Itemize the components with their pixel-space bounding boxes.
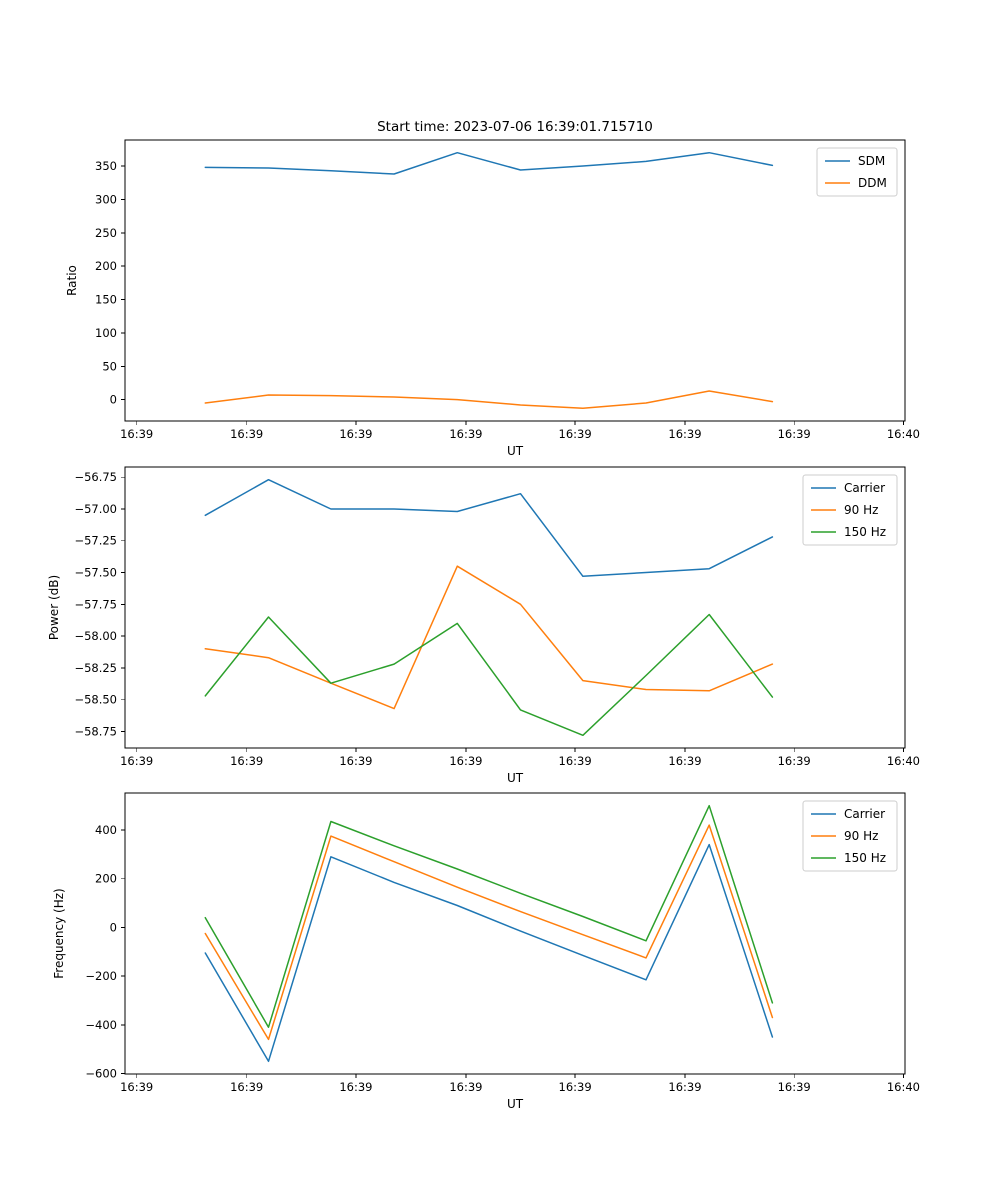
- line-90-hz: [204, 565, 774, 710]
- line-carrier: [204, 478, 774, 578]
- legend-frame: [802, 474, 898, 546]
- x-tick-label: 16:39: [120, 427, 153, 441]
- x-tick-label: 16:39: [668, 427, 701, 441]
- x-axis-label: UT: [507, 1097, 524, 1111]
- subplot-frequency-hz: −600 −400 −200 0 200 400 16:39 16:39 16:39 16:39 1…: [52, 792, 920, 1111]
- y-tick-label: 350: [95, 159, 117, 173]
- y-tick-label: 300: [95, 192, 117, 206]
- y-tick-label: 50: [102, 359, 117, 373]
- legend-label: 90 Hz: [844, 503, 878, 517]
- legend-label: Carrier: [844, 481, 885, 495]
- figure-title: Start time: 2023-07-06 16:39:01.715710: [377, 119, 653, 135]
- y-tick-label: −57.00: [74, 502, 117, 516]
- y-tick-label: −58.50: [74, 693, 117, 707]
- x-axis-label: UT: [507, 444, 524, 458]
- x-tick-label: 16:40: [887, 1080, 920, 1094]
- y-tick-label: −57.50: [74, 566, 117, 580]
- x-tick-label: 16:39: [668, 754, 701, 768]
- x-tick-label: 16:39: [120, 754, 153, 768]
- subplot-ratio: 0 50 100 150 200 250 300 350 16:39 16:39 16:39 16:3…: [65, 139, 920, 458]
- y-tick-label: 0: [110, 920, 117, 934]
- x-tick-label: 16:39: [778, 1080, 811, 1094]
- axes-frame: [124, 139, 906, 422]
- x-axis-label: UT: [507, 771, 524, 785]
- y-tick-label: 100: [95, 326, 117, 340]
- y-tick-label: −58.25: [74, 661, 117, 675]
- x-tick-label: 16:39: [449, 427, 482, 441]
- legend-frame: [802, 800, 898, 872]
- line-ddm: [204, 390, 774, 410]
- y-tick-label: 200: [95, 259, 117, 273]
- x-tick-label: 16:39: [778, 427, 811, 441]
- x-tick-label: 16:39: [778, 754, 811, 768]
- legend-label: 90 Hz: [844, 829, 878, 843]
- legend-label: DDM: [858, 176, 887, 190]
- legend-label: SDM: [858, 154, 885, 168]
- x-tick-label: 16:40: [887, 754, 920, 768]
- legend-frame: [816, 147, 898, 197]
- y-tick-label: −57.75: [74, 597, 117, 611]
- x-tick-label: 16:39: [339, 754, 372, 768]
- y-tick-label: 0: [110, 393, 117, 407]
- y-tick-label: −58.75: [74, 725, 117, 739]
- y-tick-label: 250: [95, 226, 117, 240]
- x-tick-label: 16:39: [339, 1080, 372, 1094]
- y-tick-label: −56.75: [74, 470, 117, 484]
- y-tick-label: 400: [95, 823, 117, 837]
- x-tick-label: 16:39: [339, 427, 372, 441]
- line-90-hz: [204, 824, 774, 1041]
- line-carrier: [204, 843, 774, 1063]
- line-150-hz: [204, 613, 774, 737]
- axes-frame: [124, 792, 906, 1075]
- legend: SDM DDM: [816, 147, 898, 197]
- y-tick-label: 150: [95, 293, 117, 307]
- y-axis-label: Ratio: [65, 265, 79, 296]
- x-tick-label: 16:39: [230, 1080, 263, 1094]
- y-tick-label: −400: [85, 1018, 117, 1032]
- y-tick-label: −200: [85, 969, 117, 983]
- x-tick-label: 16:39: [449, 1080, 482, 1094]
- axes-frame: [124, 466, 906, 749]
- subplot-power-db: −56.75 −57.00 −57.25 −57.50 −57.75 −58.00 −58.…: [47, 466, 920, 785]
- line-sdm: [204, 151, 774, 175]
- legend-label: 150 Hz: [844, 851, 886, 865]
- legend: Carrier 90 Hz 150 Hz: [802, 474, 898, 546]
- y-axis-label: Frequency (Hz): [52, 888, 66, 979]
- x-tick-label: 16:39: [668, 1080, 701, 1094]
- x-tick-label: 16:40: [887, 427, 920, 441]
- x-tick-label: 16:39: [559, 754, 592, 768]
- y-tick-label: −600: [85, 1067, 117, 1081]
- y-tick-label: −58.00: [74, 629, 117, 643]
- x-tick-label: 16:39: [559, 427, 592, 441]
- x-tick-label: 16:39: [230, 754, 263, 768]
- y-tick-label: 200: [95, 872, 117, 886]
- x-tick-label: 16:39: [559, 1080, 592, 1094]
- line-150-hz: [204, 804, 774, 1028]
- legend: Carrier 90 Hz 150 Hz: [802, 800, 898, 872]
- x-tick-label: 16:39: [230, 427, 263, 441]
- y-tick-label: −57.25: [74, 534, 117, 548]
- legend-label: 150 Hz: [844, 525, 886, 539]
- y-axis-label: Power (dB): [47, 575, 61, 640]
- x-tick-label: 16:39: [449, 754, 482, 768]
- x-tick-label: 16:39: [120, 1080, 153, 1094]
- legend-label: Carrier: [844, 807, 885, 821]
